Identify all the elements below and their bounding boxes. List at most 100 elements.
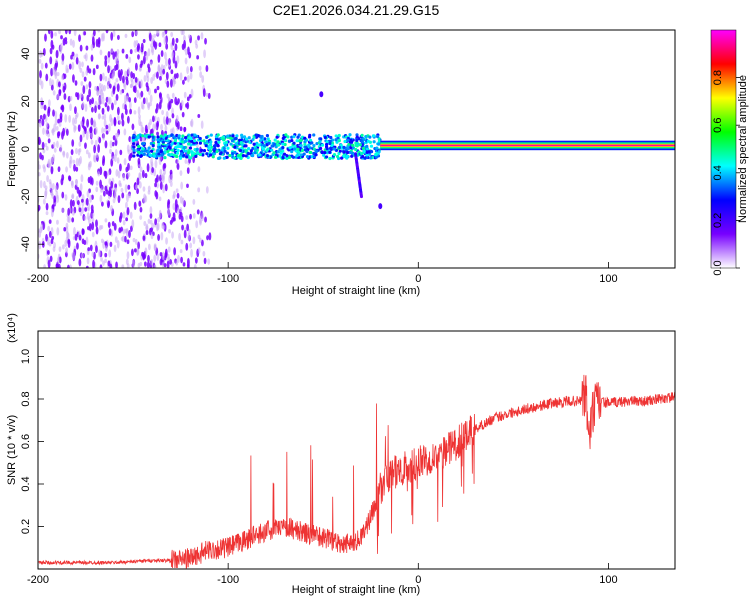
spectrogram-noise-cell [100, 238, 104, 244]
spectrogram-noise-cell [133, 110, 137, 115]
spectrogram-noise-cell [133, 248, 137, 253]
spectrogram-band-cell [272, 142, 277, 146]
spectrogram-noise-cell [42, 113, 46, 120]
spectrogram-band-cell [360, 151, 364, 155]
spectrogram-noise-cell [96, 89, 100, 97]
spectrogram-noise-cell [54, 32, 57, 37]
spectrogram-y-tick-label: -40 [20, 236, 32, 252]
spectrogram-noise-cell [79, 44, 83, 52]
spectrogram-band-cell [213, 146, 217, 151]
spectrogram-noise-cell [61, 244, 65, 250]
spectrogram-noise-cell [177, 98, 180, 104]
spectrogram-noise-cell [101, 84, 104, 93]
spectrogram-noise-cell [52, 141, 56, 148]
spectrogram-band-cell [226, 134, 230, 138]
spectrogram-band-cell [132, 141, 136, 146]
spectrogram-noise-cell [88, 161, 91, 168]
spectrogram-noise-cell [64, 194, 68, 201]
spectrogram-noise-cell [90, 54, 94, 62]
spectrogram-spur-cell [359, 195, 363, 199]
spectrogram-noise-cell [101, 107, 105, 115]
spectrogram-band-cell [151, 135, 155, 139]
spectrogram-band-cell [374, 152, 378, 157]
snr-frame [37, 330, 676, 570]
spectrogram-noise-cell [107, 123, 111, 133]
snr-y-tick-label: 0.2 [20, 519, 32, 534]
spectrogram-band-cell [183, 139, 188, 144]
spectrogram-noise-cell [133, 85, 137, 94]
spectrogram-band-cell [173, 139, 177, 143]
spectrogram-noise-cell [121, 235, 125, 243]
spectrogram-band-cell [247, 136, 251, 140]
spectrogram-band-cell [266, 147, 270, 151]
spectrogram-band-cell [235, 134, 239, 138]
spectrogram-noise-cell [51, 204, 55, 210]
spectrogram-noise-cell [124, 33, 128, 39]
spectrogram-band-cell [314, 153, 318, 157]
spectrogram-noise-cell [38, 240, 42, 250]
spectrogram-noise-cell [156, 85, 160, 91]
spectrogram-noise-cell [53, 195, 57, 203]
spectrogram-noise-cell [121, 112, 124, 121]
spectrogram-band-cell [355, 135, 359, 139]
spectrogram-band-cell [371, 134, 376, 138]
spectrogram-band-cell [274, 145, 278, 149]
spectrogram-noise-cell [115, 78, 119, 83]
spectrogram-band-cell [365, 153, 369, 157]
spectrogram-noise-cell [69, 199, 73, 208]
spectrogram-noise-cell [144, 173, 148, 179]
spectrogram-noise-cell [90, 139, 94, 145]
spectrogram-noise-cell [95, 152, 99, 159]
spectrogram-noise-cell [85, 69, 89, 76]
spectrogram-noise-cell [38, 58, 42, 64]
spectrogram-noise-cell [125, 201, 128, 209]
spectrogram-band-cell [215, 149, 219, 154]
snr-y-tick-label: 0.4 [20, 476, 32, 491]
spectrogram-noise-cell [195, 220, 199, 229]
spectrogram-noise-cell [146, 163, 150, 173]
spectrogram-band-cell [244, 149, 248, 153]
spectrogram-noise-cell [87, 226, 90, 231]
spectrogram-band-cell [184, 149, 188, 153]
spectrogram-noise-cell [181, 30, 185, 36]
spectrogram-band-cell [303, 148, 308, 152]
spectrogram-noise-cell [42, 148, 46, 154]
spectrogram-noise-cell [60, 105, 64, 111]
spectrogram-noise-cell [95, 64, 99, 70]
spectrogram-x-tick-label: 100 [599, 273, 617, 285]
spectrogram-noise-cell [208, 232, 212, 241]
spectrogram-noise-cell [183, 35, 186, 42]
spectrogram-band-cell [354, 143, 358, 147]
spectrogram-band-cell [351, 143, 355, 147]
spectrogram-band-cell [338, 149, 342, 153]
spectrogram-noise-cell [50, 84, 54, 91]
spectrogram-noise-cell [42, 198, 46, 205]
spectrogram-signal-band [131, 91, 675, 210]
spectrogram-noise-cell [138, 67, 142, 72]
spectrogram-noise-cell [154, 190, 158, 197]
spectrogram-noise-cell [99, 73, 103, 82]
spectrogram-band-cell [213, 143, 218, 148]
spectrogram-band-cell [307, 143, 311, 148]
spectrogram-noise-cell [159, 75, 162, 81]
spectrogram-noise-cell [100, 257, 103, 262]
spectrogram-band-cell [259, 135, 263, 139]
spectrogram-noise-cell [143, 261, 147, 267]
spectrogram-noise-cell [166, 253, 170, 260]
snr-x-tick-label: -100 [217, 574, 239, 586]
spectrogram-noise-cell [149, 206, 153, 215]
spectrogram-noise-cell [46, 174, 49, 183]
spectrogram-noise-cell [49, 56, 53, 65]
spectrogram-noise-cell [54, 62, 58, 72]
spectrogram-noise-cell [61, 53, 65, 62]
spectrogram-noise-cell [39, 70, 42, 79]
spectrogram-band-cell [337, 139, 341, 143]
spectrogram-noise-cell [85, 265, 89, 268]
spectrogram-band-cell [377, 142, 381, 146]
spectrogram-noise-cell [89, 244, 93, 252]
spectrogram-noise-cell [78, 234, 82, 241]
spectrogram-noise-cell [110, 205, 113, 213]
spectrogram-noise-cell [54, 58, 58, 64]
spectrogram-band-cell [208, 149, 213, 153]
spectrogram-noise-cell [68, 63, 72, 70]
